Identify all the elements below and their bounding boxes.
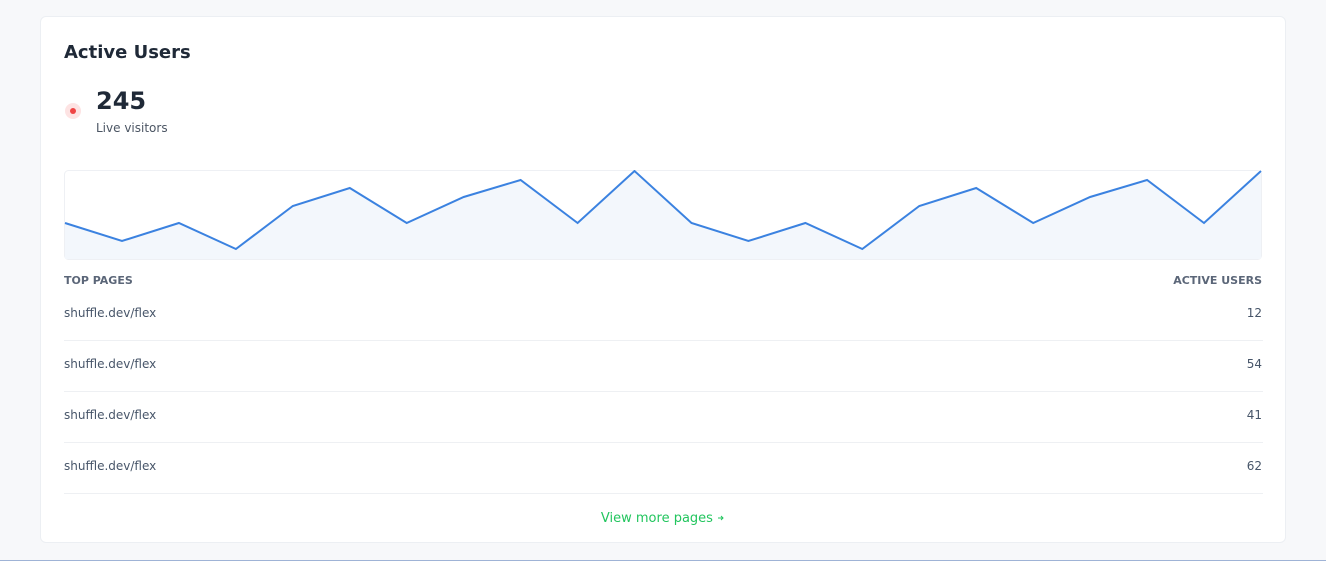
- view-more-link[interactable]: View more pages: [41, 511, 1285, 526]
- link-text[interactable]: View more pages: [600, 511, 713, 526]
- row-divider: [64, 340, 1263, 341]
- page-url: shuffle.dev/flex: [64, 459, 157, 473]
- card-title: Active Users: [64, 42, 191, 63]
- live-label: Live visitors: [96, 121, 168, 135]
- row-divider: [64, 493, 1263, 494]
- row-divider: [64, 391, 1263, 392]
- sparkline: [64, 170, 1262, 260]
- live-count: 245: [96, 87, 147, 115]
- active-users-card: Active Users 245 Live visitors TOP PAGES…: [40, 16, 1286, 543]
- page-url: shuffle.dev/flex: [64, 306, 157, 320]
- page-url: shuffle.dev/flex: [64, 408, 157, 422]
- column-header: TOP PAGES: [64, 274, 133, 287]
- column-header: ACTIVE USERS: [1173, 274, 1262, 287]
- line: [64, 170, 1262, 251]
- user-count: 54: [1246, 357, 1262, 371]
- user-count: 62: [1246, 459, 1262, 473]
- area: [65, 171, 1261, 259]
- live-indicator: [65, 103, 81, 119]
- user-count: 41: [1246, 408, 1262, 422]
- page-url: shuffle.dev/flex: [64, 357, 157, 371]
- row-divider: [64, 442, 1263, 443]
- arrow-icon: [718, 515, 724, 521]
- user-count: 12: [1246, 306, 1262, 320]
